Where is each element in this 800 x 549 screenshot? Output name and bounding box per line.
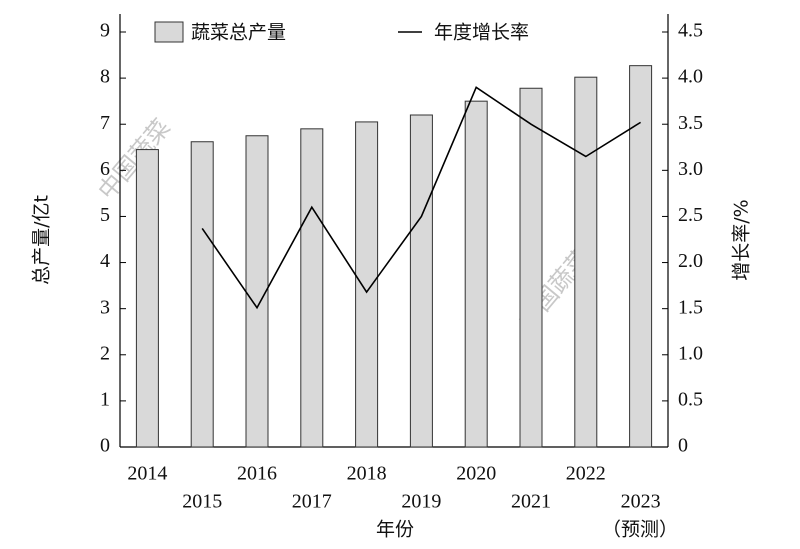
y-axis-label: 总产量/亿t (31, 195, 53, 285)
y2-tick-label: 0.5 (678, 388, 703, 410)
y-tick-label: 8 (100, 66, 110, 88)
y2-tick-label: 1.0 (678, 342, 703, 364)
y2-tick-label: 3.0 (678, 158, 703, 180)
x-axis-label: 年份 (376, 519, 414, 541)
y-tick-label: 6 (100, 158, 110, 180)
forecast-note: （预测） (602, 519, 678, 541)
legend-swatch (154, 21, 184, 43)
x-tick-label: 2019 (401, 491, 441, 513)
y2-tick-label: 0 (678, 435, 688, 457)
x-tick-label: 2018 (347, 463, 387, 485)
x-tick-label: 2022 (566, 463, 606, 485)
y2-tick-label: 2.0 (678, 250, 703, 272)
x-tick-label: 2021 (511, 491, 551, 513)
y-tick-label: 9 (100, 20, 110, 42)
x-tick-label: 2020 (456, 463, 496, 485)
y-tick-label: 2 (100, 342, 110, 364)
y2-axis-label: 增长率/% (731, 199, 753, 280)
bar (135, 149, 159, 448)
x-tick-label: 2015 (182, 491, 222, 513)
y-tick-label: 5 (100, 204, 110, 226)
y2-tick-label: 3.5 (678, 112, 703, 134)
x-tick-label: 2016 (237, 463, 277, 485)
bar (519, 87, 543, 448)
y2-tick-label: 4.0 (678, 66, 703, 88)
bar (464, 100, 488, 448)
legend-label: 蔬菜总产量 (191, 22, 286, 44)
bar (629, 65, 653, 448)
y2-tick-label: 2.5 (678, 204, 703, 226)
y2-tick-label: 4.5 (678, 20, 703, 42)
x-tick-label: 2014 (127, 463, 167, 485)
y2-tick-label: 1.5 (678, 296, 703, 318)
bar (245, 135, 269, 448)
y-tick-label: 7 (100, 112, 110, 134)
bar (409, 114, 433, 448)
y-tick-label: 0 (100, 435, 110, 457)
legend-label: 年度增长率 (434, 22, 529, 44)
y-tick-label: 1 (100, 388, 110, 410)
bar (190, 141, 214, 448)
y-tick-label: 3 (100, 296, 110, 318)
bar (355, 121, 379, 448)
x-tick-label: 2023 (621, 491, 661, 513)
bar (300, 128, 324, 448)
line (201, 86, 642, 310)
y-tick-label: 4 (100, 250, 110, 272)
x-tick-label: 2017 (292, 491, 332, 513)
bar (574, 76, 598, 448)
